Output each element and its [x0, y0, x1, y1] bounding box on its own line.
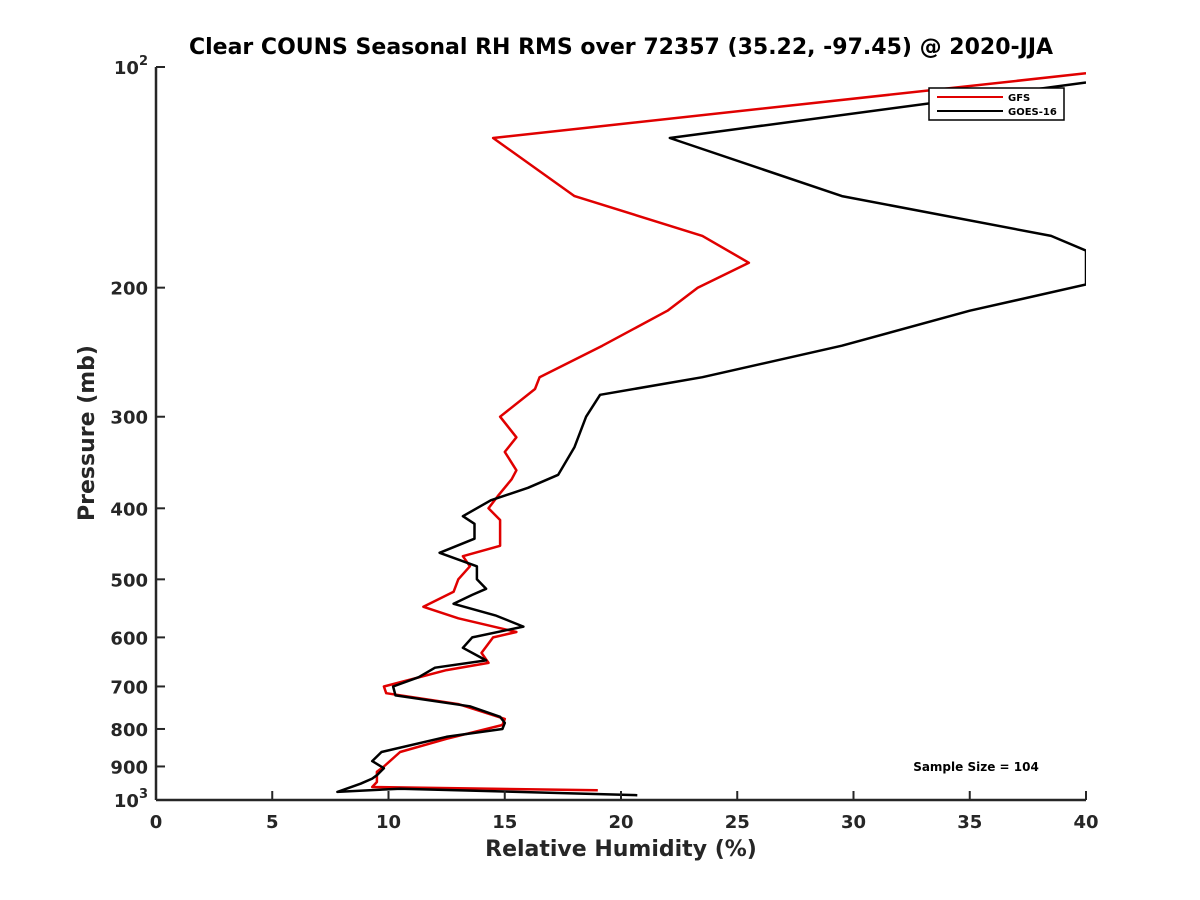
- series-layer: [336, 72, 1086, 797]
- y-tick-label-exponent: 2: [139, 54, 148, 69]
- y-tick-label: 800: [110, 720, 148, 741]
- legend-label-gfs: GFS: [1008, 93, 1030, 104]
- y-tick-label-base: 10: [114, 58, 139, 79]
- y-tick-label: 103: [114, 787, 148, 812]
- y-tick-label-exponent: 3: [139, 787, 148, 802]
- x-tick-label: 25: [725, 812, 750, 833]
- y-tick-label: 300: [110, 408, 148, 429]
- y-tick-label: 600: [110, 628, 148, 649]
- x-tick-label: 20: [608, 812, 633, 833]
- y-tick-label: 500: [110, 570, 148, 591]
- y-tick-label: 102: [114, 54, 148, 79]
- y-tick-label-base: 10: [114, 791, 139, 812]
- y-tick-label: 900: [110, 757, 148, 778]
- x-tick-label: 5: [266, 812, 279, 833]
- legend: GFS GOES-16: [928, 87, 1065, 121]
- legend-label-goes16: GOES-16: [1008, 107, 1057, 118]
- x-tick-label: 0: [150, 812, 163, 833]
- sample-size-annotation: Sample Size = 104: [913, 760, 1039, 774]
- x-tick-label: 30: [841, 812, 866, 833]
- x-tick-label: 40: [1073, 812, 1098, 833]
- y-axis-label: Pressure (mb): [75, 345, 100, 521]
- y-tick-label: 400: [110, 499, 148, 520]
- chart-title: Clear COUNS Seasonal RH RMS over 72357 (…: [189, 35, 1053, 60]
- x-tick-label: 15: [492, 812, 517, 833]
- y-tick-label: 200: [110, 279, 148, 300]
- series-line-gfs: [370, 72, 1086, 792]
- series-line-goes-16: [336, 81, 1086, 797]
- x-tick-label: 10: [376, 812, 401, 833]
- x-tick-label: 35: [957, 812, 982, 833]
- x-axis-label: Relative Humidity (%): [485, 837, 757, 862]
- x-axis-ticks: 0 5 10 15 20 25 30 35 40: [150, 791, 1099, 833]
- legend-box: [928, 87, 1065, 121]
- y-tick-label: 700: [110, 677, 148, 698]
